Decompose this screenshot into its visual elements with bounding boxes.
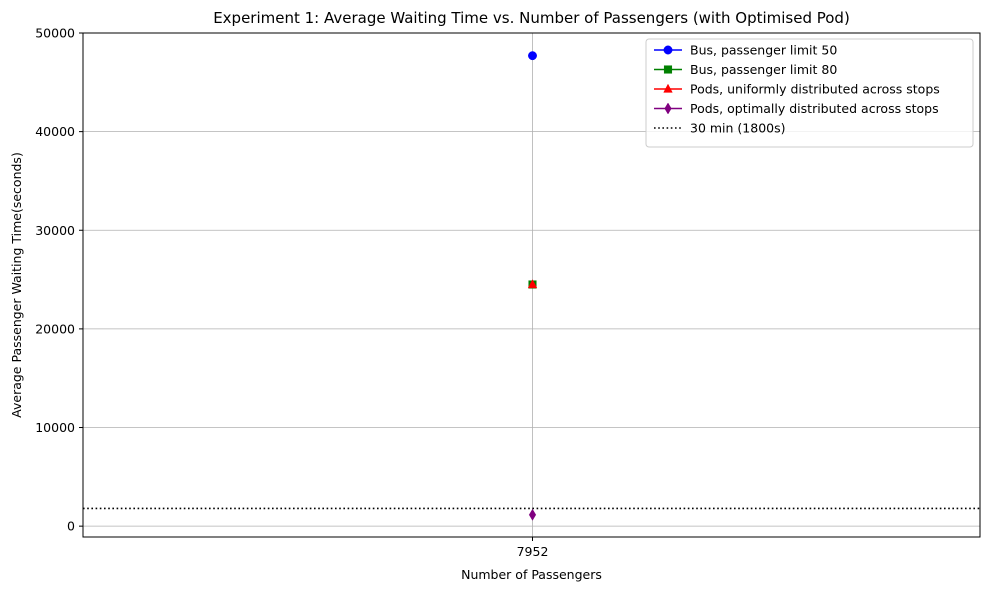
y-tick-label: 10000 [35,420,75,435]
y-tick-label: 30000 [35,223,75,238]
legend-label-4: Pods, optimally distributed across stops [690,101,939,116]
legend-marker-1 [663,45,673,55]
legend-label-5: 30 min (1800s) [690,121,786,136]
data-point-series-4 [528,508,537,521]
y-tick-label: 40000 [35,124,75,139]
legend-label-2: Bus, passenger limit 80 [690,62,837,77]
legend: Bus, passenger limit 50 Bus, passenger li… [645,38,974,148]
legend-label-3: Pods, uniformly distributed across stops [690,82,940,97]
legend-box [645,38,974,148]
legend-marker-3 [663,83,673,93]
legend-marker-2 [663,65,673,74]
x-tick-label: 7952 [517,544,549,559]
plot-frame [82,32,981,538]
y-tick-label: 50000 [35,26,75,41]
data-series [527,51,538,521]
y-tick-label: 0 [67,519,75,534]
legend-label-1: Bus, passenger limit 50 [690,43,837,58]
legend-marker-4 [664,102,672,115]
data-point-series-3 [527,279,538,289]
y-axis-label: Average Passenger Waiting Time(seconds) [9,152,24,418]
chart-title: Experiment 1: Average Waiting Time vs. N… [213,9,850,27]
y-tick-label: 20000 [35,321,75,336]
x-axis-label: Number of Passengers [461,567,602,582]
axis-ticks: 0 10000 20000 30000 40000 50000 7952 [35,26,548,560]
data-point-series-1 [528,51,537,61]
